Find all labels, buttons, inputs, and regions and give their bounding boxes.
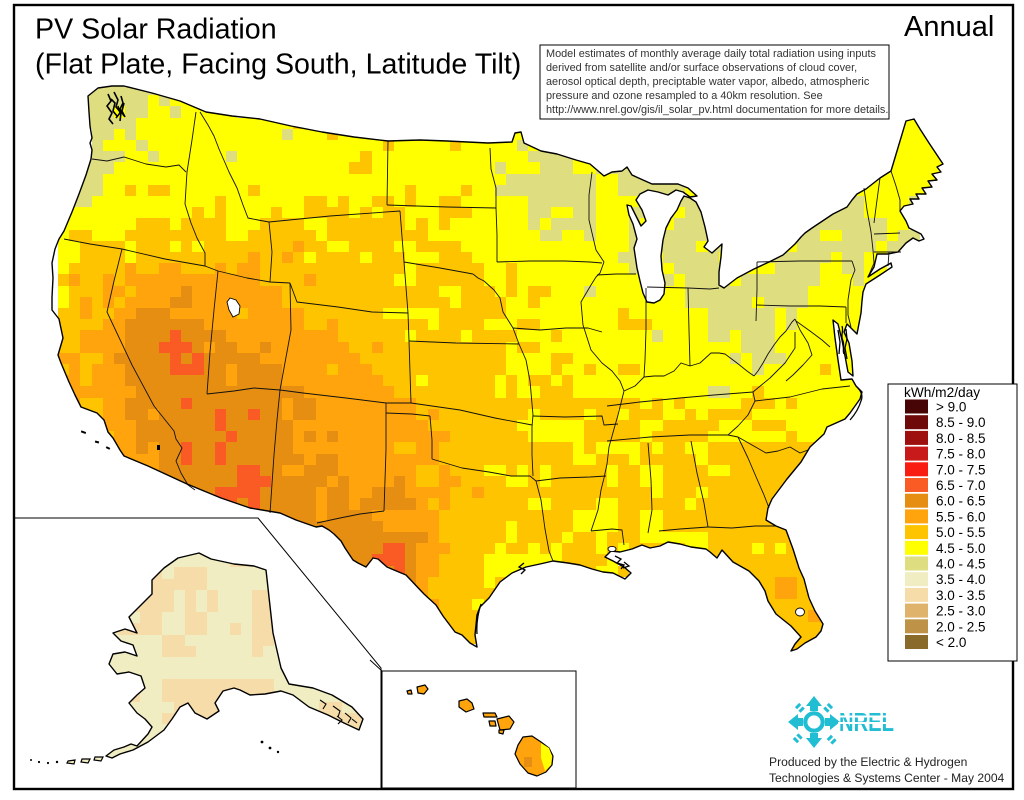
svg-text:7.0 - 7.5: 7.0 - 7.5	[936, 462, 986, 477]
svg-text:pressure and ozone resampled t: pressure and ozone resampled to a 40km r…	[546, 90, 823, 102]
svg-text:3.5 - 4.0: 3.5 - 4.0	[936, 572, 986, 587]
svg-text:Annual: Annual	[904, 11, 994, 43]
svg-text:aerosol optical depth, precipt: aerosol optical depth, preciptable water…	[546, 76, 870, 88]
svg-text:5.5 - 6.0: 5.5 - 6.0	[936, 509, 986, 524]
svg-text:6.5 - 7.0: 6.5 - 7.0	[936, 478, 986, 493]
svg-text:PV Solar Radiation: PV Solar Radiation	[35, 14, 277, 46]
svg-text:> 9.0: > 9.0	[936, 400, 966, 415]
svg-text:http://www.nrel.gov/gis/il_sol: http://www.nrel.gov/gis/il_solar_pv.html…	[546, 104, 888, 116]
svg-text:5.0 - 5.5: 5.0 - 5.5	[936, 525, 986, 540]
svg-text:kWh/m2/day: kWh/m2/day	[904, 385, 980, 400]
svg-text:2.5 - 3.0: 2.5 - 3.0	[936, 604, 986, 619]
svg-text:(Flat Plate, Facing South, Lat: (Flat Plate, Facing South, Latitude Tilt…	[35, 49, 521, 81]
svg-text:Technologies & Systems Center: Technologies & Systems Center - May 2004	[769, 771, 1005, 785]
svg-text:8.0 - 8.5: 8.0 - 8.5	[936, 431, 986, 446]
svg-text:derived from satellite and/or: derived from satellite and/or surface ob…	[546, 62, 857, 74]
svg-text:4.0 - 4.5: 4.0 - 4.5	[936, 557, 986, 572]
svg-text:6.0 - 6.5: 6.0 - 6.5	[936, 494, 986, 509]
svg-text:4.5 - 5.0: 4.5 - 5.0	[936, 541, 986, 556]
svg-text:< 2.0: < 2.0	[936, 635, 966, 650]
svg-text:2.0 - 2.5: 2.0 - 2.5	[936, 619, 986, 634]
svg-text:Produced by the Electric & Hyd: Produced by the Electric & Hydrogen	[769, 755, 967, 769]
svg-text:7.5 - 8.0: 7.5 - 8.0	[936, 447, 986, 462]
svg-text:8.5 - 9.0: 8.5 - 9.0	[936, 415, 986, 430]
svg-text:Model estimates of monthly ave: Model estimates of monthly average daily…	[546, 48, 876, 60]
svg-text:3.0 - 3.5: 3.0 - 3.5	[936, 588, 986, 603]
